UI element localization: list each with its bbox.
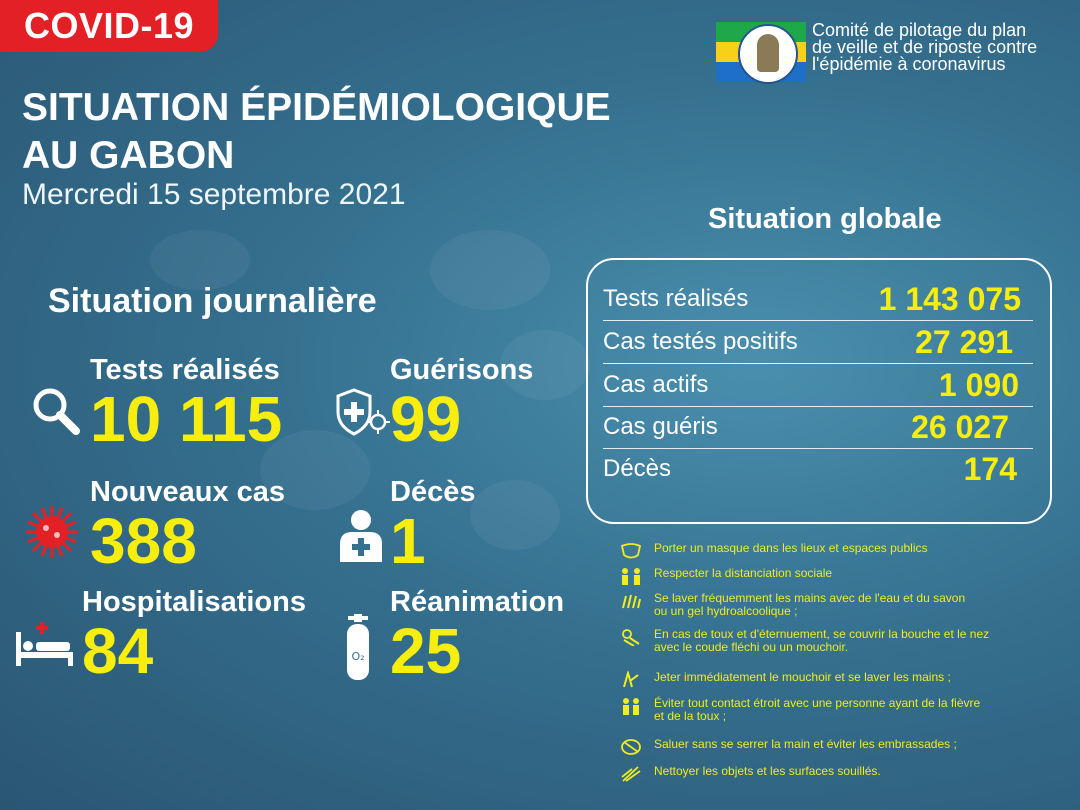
stat-deces-value: 1 — [390, 505, 426, 577]
advice-text: Porter un masque dans les lieux et espac… — [654, 541, 928, 555]
virus-icon — [26, 506, 78, 558]
no-handshake-icon — [621, 739, 641, 755]
global-row-value: 26 027 — [911, 408, 1009, 445]
background-cell — [500, 330, 590, 400]
background-cell — [260, 430, 370, 510]
advice-item: Jeter immédiatement le mouchoir et se la… — [620, 671, 1060, 689]
mask-icon — [620, 543, 642, 559]
covid-badge: COVID-19 — [0, 0, 218, 52]
advice-text: Respecter la distanciation sociale — [654, 566, 833, 580]
stat-nouveaux-label: Nouveaux cas — [90, 476, 286, 508]
republic-seal-icon — [738, 24, 798, 84]
gabon-flag-logo — [716, 22, 806, 84]
background-cell — [470, 480, 560, 550]
org-line-2: de veille et de riposte contre — [812, 37, 1038, 57]
stat-guerisons: Guérisons 99 — [390, 354, 533, 451]
global-row-label: Décès — [603, 455, 672, 482]
advice-item: Saluer sans se serrer la main et éviter … — [620, 738, 1060, 756]
advice-item: Éviter tout contact étroit avec une pers… — [620, 697, 1060, 723]
svg-text:O₂: O₂ — [351, 650, 364, 663]
cough-icon — [622, 629, 640, 646]
global-row-value: 174 — [963, 450, 1017, 487]
page-title: SITUATION ÉPIDÉMIOLOGIQUE AU GABON — [22, 84, 611, 180]
stat-deces: Décès 1 — [390, 476, 475, 573]
title-line-1: SITUATION ÉPIDÉMIOLOGIQUE — [22, 86, 611, 129]
global-row-label: Cas actifs — [603, 371, 709, 398]
org-line-1: Comité de pilotage du plan — [812, 20, 1027, 40]
report-date: Mercredi 15 septembre 2021 — [22, 178, 406, 211]
org-line-3: l'épidémie à coronavirus — [812, 54, 1006, 74]
stat-guerisons-value: 99 — [390, 383, 462, 455]
no-contact-icon — [623, 698, 639, 715]
magnifier-icon — [33, 388, 80, 435]
stat-reanimation: Réanimation 25 — [390, 586, 564, 683]
stat-tests: Tests réalisés 10 115 — [90, 354, 282, 451]
global-row-label: Cas guéris — [603, 413, 718, 440]
global-row: Décès 174 — [603, 448, 1033, 490]
stat-nouveaux: Nouveaux cas 388 — [90, 476, 285, 573]
tissue-icon — [623, 671, 639, 688]
stat-tests-value: 10 115 — [90, 383, 283, 455]
advice-item: Nettoyer les objets et les surfaces soui… — [620, 765, 1060, 783]
title-line-2: AU GABON — [22, 134, 235, 177]
distance-icon — [622, 568, 640, 585]
advice-text: Se laver fréquemment les mains avec de l… — [654, 591, 966, 618]
person-cross-icon — [340, 510, 382, 562]
handwash-icon — [622, 594, 641, 609]
shield-virus-icon — [336, 388, 390, 436]
global-stats-box — [586, 258, 1052, 524]
global-row: Cas testés positifs 27 291 — [603, 321, 1033, 364]
global-row-label: Cas testés positifs — [603, 328, 798, 355]
advice-item: Porter un masque dans les lieux et espac… — [620, 542, 1060, 560]
stat-hospitalisations-label: Hospitalisations — [82, 586, 306, 618]
advice-text: En cas de toux et d'éternuement, se couv… — [654, 627, 990, 654]
advice-text: Nettoyer les objets et les surfaces soui… — [654, 764, 881, 778]
stat-hospitalisations: Hospitalisations 84 — [82, 586, 306, 683]
background-cell — [150, 230, 250, 290]
org-header: Comité de pilotage du plan de veille et … — [716, 20, 1038, 84]
stat-nouveaux-value: 388 — [90, 505, 197, 577]
global-row: Tests réalisés 1 143 075 — [603, 278, 1033, 321]
advice-text: Éviter tout contact étroit avec une pers… — [654, 696, 981, 723]
global-row: Cas guéris 26 027 — [603, 406, 1033, 449]
oxygen-tank-icon: O₂ — [347, 614, 369, 680]
daily-section-title: Situation journalière — [48, 282, 377, 320]
global-row-value: 1 090 — [938, 366, 1019, 403]
background-cell — [430, 230, 550, 310]
global-row-value: 1 143 075 — [878, 280, 1021, 317]
org-name: Comité de pilotage du plan de veille et … — [812, 20, 1038, 74]
advice-item: Respecter la distanciation sociale — [620, 567, 1060, 585]
stat-tests-label: Tests réalisés — [90, 354, 280, 386]
stat-guerisons-label: Guérisons — [390, 354, 534, 386]
global-section-title: Situation globale — [708, 203, 942, 235]
advice-text: Saluer sans se serrer la main et éviter … — [654, 737, 957, 751]
global-row-label: Tests réalisés — [603, 285, 749, 312]
stat-reanimation-label: Réanimation — [390, 586, 565, 618]
stat-hospitalisations-value: 84 — [82, 615, 154, 687]
global-row: Cas actifs 1 090 — [603, 364, 1033, 407]
hospital-bed-icon — [16, 622, 73, 666]
advice-item: Se laver fréquemment les mains avec de l… — [620, 592, 1060, 618]
advice-item: En cas de toux et d'éternuement, se couv… — [620, 628, 1060, 654]
stat-deces-label: Décès — [390, 476, 476, 508]
cleaning-icon — [621, 766, 641, 782]
advice-text: Jeter immédiatement le mouchoir et se la… — [654, 670, 951, 684]
global-row-value: 27 291 — [915, 323, 1013, 360]
stat-reanimation-value: 25 — [390, 615, 462, 687]
